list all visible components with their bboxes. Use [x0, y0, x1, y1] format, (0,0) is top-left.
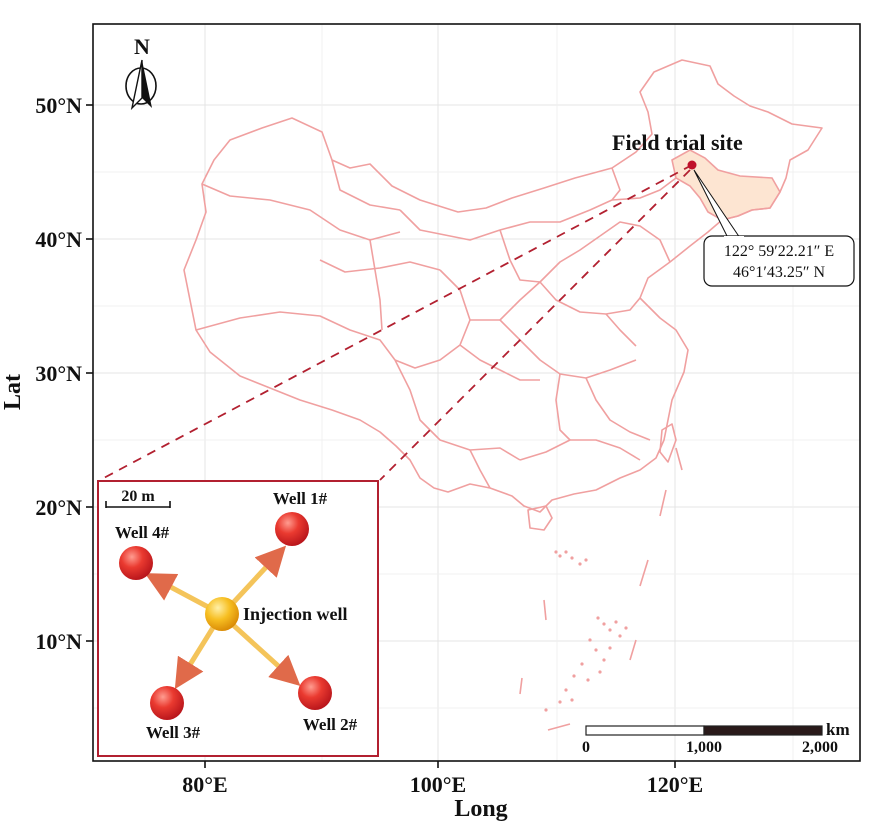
y-tick-40: 40°N	[35, 227, 82, 252]
arrow-to-well-2	[229, 621, 301, 687]
inset-scale-bar: 20 m	[105, 488, 171, 508]
callout-longitude: 122° 59′22.21″ E	[724, 243, 834, 260]
y-tick-20: 20°N	[35, 495, 82, 520]
y-axis-title: Lat	[0, 374, 26, 410]
taiwan-island	[659, 423, 677, 463]
arrow-to-well-3	[174, 623, 217, 690]
well-2-ball	[298, 676, 332, 710]
site-marker	[687, 160, 697, 170]
well-1-ball	[275, 512, 309, 546]
plot-frame	[92, 23, 861, 762]
arrow-to-well-4	[144, 573, 213, 611]
well-1-label: Well 1#	[273, 489, 328, 508]
x-tick-100: 100°E	[410, 772, 466, 797]
flow-arrows	[144, 545, 301, 690]
x-axis-title: Long	[454, 796, 507, 822]
well-2-label: Well 2#	[303, 715, 358, 734]
country-outline	[183, 59, 823, 513]
well-4-label: Well 4#	[115, 523, 170, 542]
tick-marks	[86, 104, 676, 768]
callout-latitude: 46°1′43.25″ N	[733, 264, 826, 281]
callout-box	[703, 235, 855, 287]
compass-needle-light	[130, 59, 143, 111]
y-tick-50: 50°N	[35, 93, 82, 118]
well-3-label: Well 3#	[146, 723, 201, 742]
nine-dash-line	[519, 447, 683, 731]
inset-scale-label: 20 m	[121, 488, 155, 505]
coordinate-callout: 122° 59′22.21″ E 46°1′43.25″ N	[693, 169, 855, 287]
injection-well-ball	[205, 597, 239, 631]
compass-needle-dark	[142, 60, 152, 108]
y-tick-10: 10°N	[35, 629, 82, 654]
x-tick-80: 80°E	[182, 772, 227, 797]
well-layout-inset: 20 m Well 1# Well 2# Well 3# Well 4# Inj…	[97, 480, 379, 757]
scale-label-1000: 1,000	[686, 739, 722, 756]
scale-label-0: 0	[582, 739, 590, 756]
well-4-ball	[119, 546, 153, 580]
y-tick-30: 30°N	[35, 361, 82, 386]
north-arrow-label: N	[134, 34, 150, 59]
scale-label-2000: 2,000	[802, 739, 838, 756]
site-title: Field trial site	[612, 130, 743, 155]
well-3-ball	[150, 686, 184, 720]
injection-well-label: Injection well	[243, 604, 347, 624]
km-scale-bar: km 0 1,000 2,000	[582, 720, 850, 756]
north-arrow: N	[125, 34, 157, 111]
south-sea-islands	[544, 550, 628, 712]
x-tick-120: 120°E	[647, 772, 703, 797]
arrow-to-well-1	[229, 545, 287, 607]
hainan-island	[527, 505, 553, 531]
scale-unit: km	[826, 720, 850, 739]
province-boundaries	[195, 159, 677, 489]
